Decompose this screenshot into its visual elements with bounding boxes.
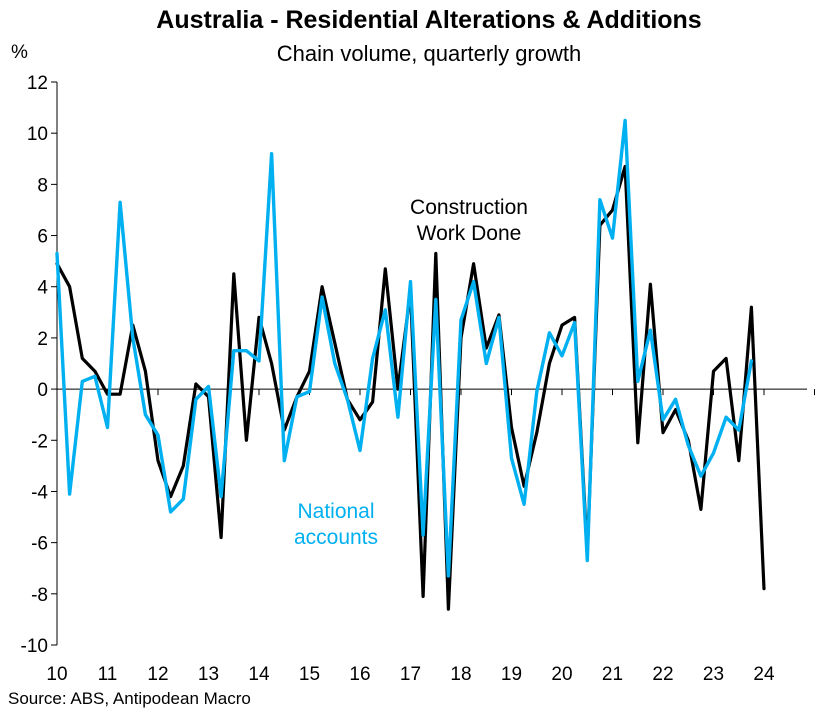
y-tick-label: 10 [27,124,48,145]
x-tick-label: 20 [551,664,572,685]
y-tick-label: 2 [37,329,48,350]
y-tick-label: -6 [31,534,48,555]
x-tick-label: 17 [400,664,421,685]
y-axis-ticks: 12 10 8 6 4 2 0 -2 -4 -6 -8 -10 [21,73,57,657]
series-lines [55,118,766,611]
chart-title: Australia - Residential Alterations & Ad… [156,6,701,34]
x-tick-label: 16 [349,664,370,685]
x-tick-label: 21 [602,664,623,685]
x-tick-label: 12 [147,664,168,685]
x-tick-label: 10 [46,664,67,685]
annotation-national-line1: National [297,500,374,523]
x-tick-label: 13 [198,664,219,685]
chart-subtitle: Chain volume, quarterly growth [277,41,581,66]
x-tick-label: 23 [703,664,724,685]
x-tick-label: 22 [652,664,673,685]
y-tick-label: 8 [37,175,48,196]
y-tick-label: -4 [31,482,48,503]
annotation-construction-line2: Work Done [417,222,522,245]
x-tick-label: 15 [299,664,320,685]
x-tick-label: 18 [450,664,471,685]
y-tick-label: 6 [37,227,48,248]
x-axis-ticks: 10 11 12 13 14 15 16 17 18 19 20 21 22 23 24 [46,389,815,685]
x-tick-label: 11 [98,664,118,685]
y-tick-label: -2 [31,431,48,452]
y-tick-label: -8 [31,585,48,606]
source-note: Source: ABS, Antipodean Macro [8,689,251,708]
x-tick-label: 24 [753,664,775,685]
y-tick-label: 12 [27,73,48,94]
annotation-construction-line1: Construction [410,196,528,219]
y-tick-label: -10 [21,636,48,657]
x-tick-label: 14 [248,664,270,685]
series-line-national-accounts [55,118,754,578]
x-tick-label: 19 [501,664,522,685]
annotation-national-line2: accounts [294,526,378,549]
y-tick-label: 0 [37,380,48,401]
y-tick-label: 4 [37,278,48,299]
y-axis-unit-label: % [11,42,28,63]
